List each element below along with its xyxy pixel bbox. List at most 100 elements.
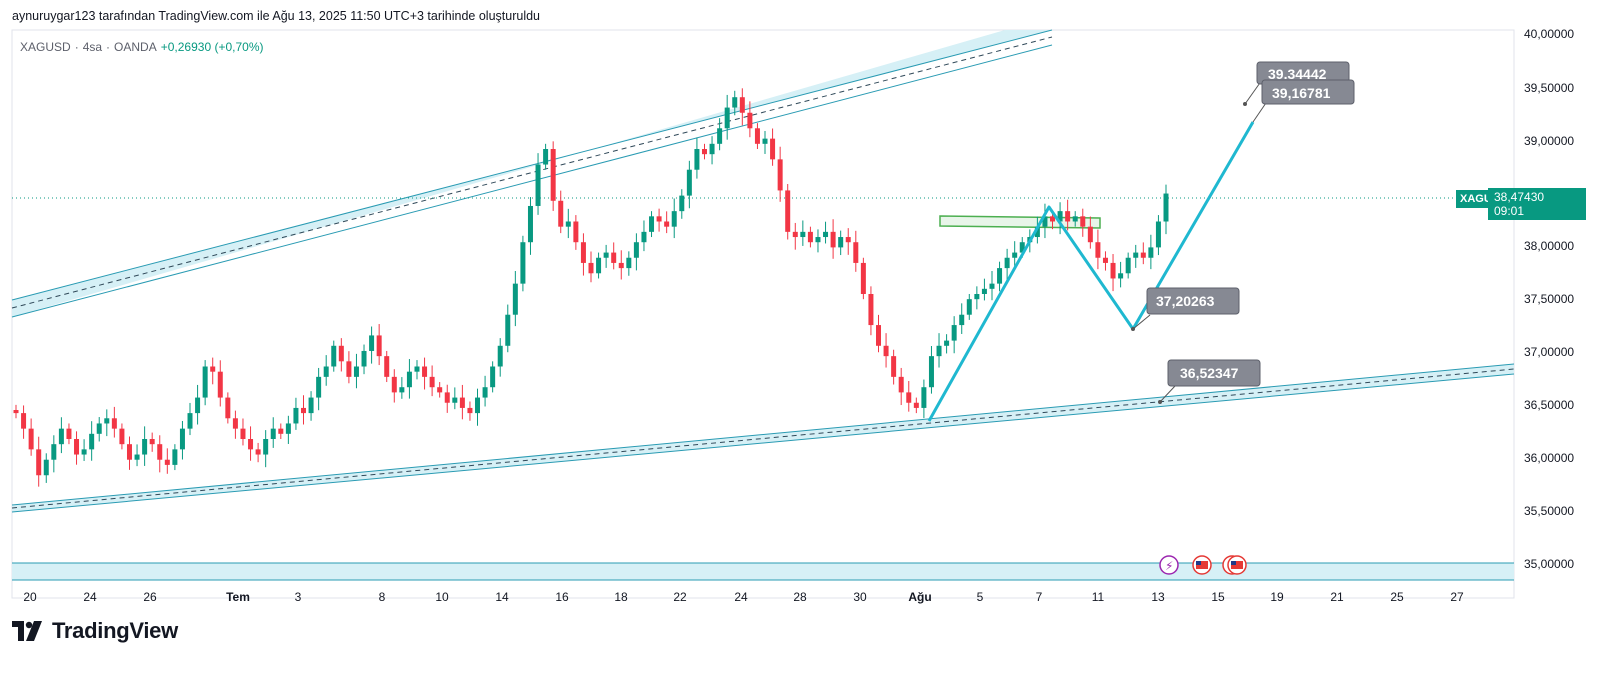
pivot-label: 37,20263 [1156, 293, 1215, 309]
candle-up [331, 345, 337, 367]
time-label: 30 [853, 590, 867, 604]
pivot-callout-line [1132, 314, 1151, 330]
time-label-month: Tem [226, 590, 250, 604]
candle-down [240, 428, 246, 439]
candle-down [747, 112, 753, 129]
candle-down [656, 216, 662, 222]
candle-up [762, 138, 768, 144]
candle-up [285, 423, 291, 434]
candle-down [550, 149, 556, 201]
candle-up [202, 366, 208, 398]
candle-down [1095, 242, 1101, 258]
candle-down [36, 449, 42, 476]
target-label-bg [1261, 79, 1355, 105]
bar-countdown: 09:01 [1494, 204, 1525, 218]
candle-down [860, 262, 866, 294]
candle-up [51, 444, 57, 460]
candle-up [732, 97, 738, 108]
candle-down [217, 371, 223, 398]
candle-down [701, 149, 707, 155]
candle-down [580, 242, 586, 263]
candle-up [323, 366, 329, 377]
candle-down [739, 97, 745, 113]
chart-attribution: aynuruygar123 tarafından TradingView.com… [12, 9, 541, 23]
candle-up [565, 221, 571, 227]
price-label-39: 39,00000 [1524, 134, 1574, 148]
candle-down [66, 428, 72, 439]
upper-channel-bottom [11, 44, 1053, 318]
legend-source: OANDA [114, 40, 157, 54]
legend-symbol: XAGUSD [20, 40, 71, 54]
candle-down [459, 397, 465, 408]
time-label: 7 [1036, 590, 1043, 604]
candle-down [391, 376, 397, 393]
candle-down [770, 138, 776, 160]
target-high-label: 39.34442 [1268, 66, 1327, 82]
time-label: 25 [1390, 590, 1404, 604]
candle-up [89, 433, 95, 450]
time-label: 14 [495, 590, 509, 604]
plot-border [11, 29, 1515, 599]
candle-up [838, 237, 844, 248]
candle-up [43, 459, 49, 476]
time-label: 28 [793, 590, 807, 604]
chart-legend: XAGUSD · 4sa · OANDA +0,26930 (+0,70%) [20, 40, 264, 54]
time-label: 18 [614, 590, 628, 604]
candle-up [603, 252, 609, 258]
candle-up [490, 366, 496, 388]
candle-down [868, 294, 874, 326]
candle-up [520, 242, 526, 284]
candle-up [694, 149, 700, 170]
candle-up [633, 242, 639, 258]
candle-up [709, 143, 715, 155]
support-label: 36,52347 [1180, 365, 1239, 381]
candle-up [951, 325, 957, 341]
candle-down [573, 221, 579, 243]
candle-up [1125, 257, 1131, 274]
candle-down [558, 200, 564, 227]
candle-down [248, 439, 254, 450]
candle-down [1102, 257, 1108, 263]
candle-up [641, 231, 647, 243]
candle-down [876, 325, 881, 346]
candle-up [679, 195, 685, 212]
candle-up [195, 397, 201, 414]
candle-up [974, 294, 980, 300]
candle-down [891, 356, 897, 377]
candle-up [1072, 216, 1078, 222]
candle-up [527, 205, 533, 243]
support-callout-line [1159, 385, 1176, 403]
candles-group [13, 88, 1169, 487]
candle-up [58, 428, 64, 445]
candle-up [815, 237, 821, 243]
candle-up [936, 345, 942, 357]
candle-down [664, 221, 670, 227]
tradingview-logo[interactable]: TradingView [12, 618, 178, 644]
candle-down [1080, 216, 1086, 227]
candle-down [225, 397, 231, 419]
candle-up [172, 449, 178, 465]
price-label-39-5: 39,50000 [1524, 81, 1574, 95]
tradingview-logo-icon [12, 621, 42, 641]
candle-down [906, 392, 912, 403]
candle-up [142, 439, 148, 455]
candle-up [505, 314, 511, 346]
time-label: 11 [1092, 590, 1105, 604]
candle-up [104, 418, 110, 424]
time-label: 24 [734, 590, 748, 604]
candle-down [777, 159, 783, 191]
candle-up [452, 397, 458, 403]
pivot-label-bg [1146, 287, 1240, 315]
legend-change: +0,26930 (+0,70%) [160, 40, 264, 54]
candle-up [944, 340, 950, 346]
candle-up [1034, 226, 1040, 238]
candle-up [1012, 252, 1018, 258]
candle-up [293, 407, 299, 424]
candle-down [210, 366, 216, 372]
price-label-38: 38,00000 [1524, 239, 1574, 253]
candle-up [399, 387, 405, 393]
time-label: 19 [1270, 590, 1284, 604]
candle-down [467, 407, 473, 414]
candle-down [384, 356, 390, 377]
